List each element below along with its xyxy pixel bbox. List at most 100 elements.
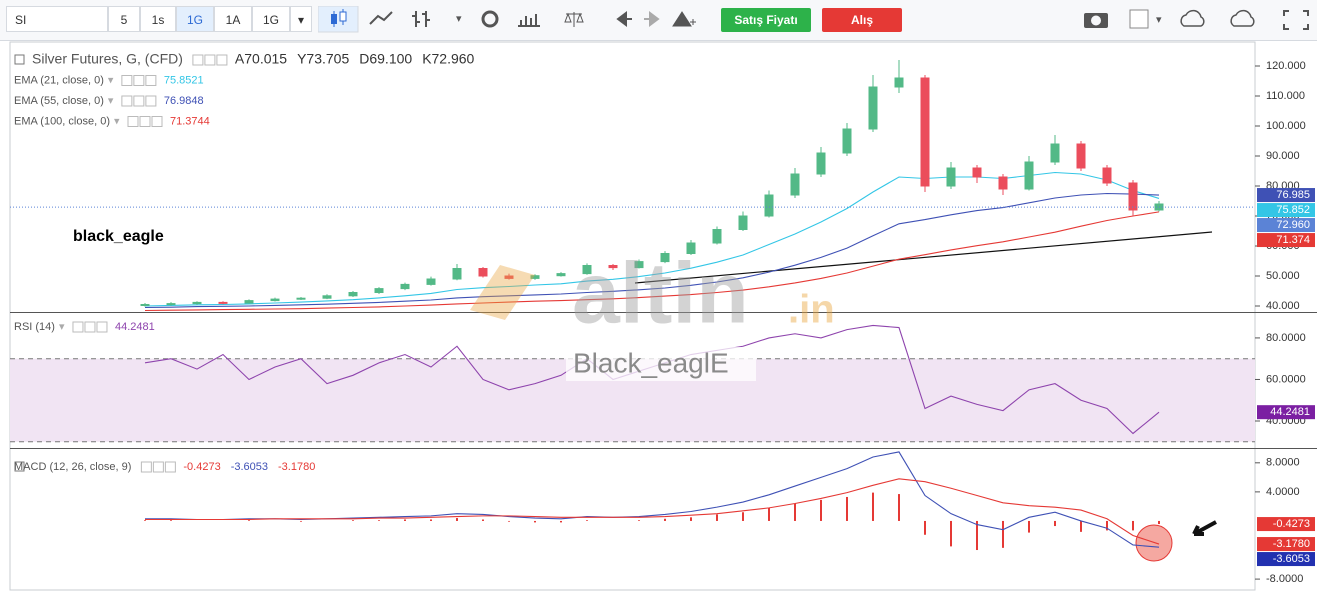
candle-body xyxy=(634,261,644,269)
candle-body xyxy=(894,77,904,88)
toolbar-icons: ▾ xyxy=(318,6,696,33)
legend-name: RSI (14) xyxy=(14,321,55,333)
trend-line xyxy=(634,231,1213,284)
buy-button[interactable]: Alış xyxy=(822,8,902,32)
symbol-input[interactable]: SI xyxy=(6,6,108,32)
dropdown-arrow[interactable]: ▾ xyxy=(456,13,462,25)
candle-body xyxy=(1050,143,1060,163)
candle-body xyxy=(660,253,670,263)
sell-button[interactable]: Satış Fiyatı xyxy=(721,8,811,32)
candle-body xyxy=(1076,143,1086,169)
icon-part xyxy=(1091,15,1101,26)
price-badge xyxy=(1257,233,1315,248)
line-icon[interactable] xyxy=(369,11,393,25)
candle-body xyxy=(738,215,748,230)
price-badge xyxy=(1257,405,1315,420)
candle-body xyxy=(608,265,618,269)
price-badge xyxy=(1257,537,1315,552)
price-badge-label: 72.960 xyxy=(1276,219,1310,231)
toolbar-right-icons: ▾ xyxy=(1084,9,1309,30)
candle-body xyxy=(946,167,956,187)
interval-button[interactable]: 1s xyxy=(140,6,176,32)
collapse-icon xyxy=(14,461,25,472)
legend-value: -0.4273 xyxy=(183,461,220,473)
dropdown-arrow[interactable]: ▾ xyxy=(1156,14,1162,26)
interval-button[interactable]: 1A xyxy=(214,6,252,32)
bars-icon[interactable] xyxy=(412,11,430,27)
candles-icon[interactable] xyxy=(318,6,359,33)
candle-body xyxy=(842,128,852,154)
price-badge-label: -3.1780 xyxy=(1273,538,1310,550)
price-badge xyxy=(1257,517,1315,532)
legend-icon xyxy=(192,54,204,66)
collapse-icon xyxy=(14,54,25,65)
candle-body xyxy=(166,303,176,306)
legend-value: 76.9848 xyxy=(164,95,204,107)
candle-body xyxy=(1102,167,1112,184)
candle-body xyxy=(1128,182,1138,211)
price-badge xyxy=(1257,552,1315,567)
legend-icon xyxy=(145,75,157,86)
save-icon[interactable] xyxy=(1230,9,1255,27)
color-icon[interactable] xyxy=(1129,9,1149,29)
legend-icon xyxy=(204,54,216,66)
indicator-line xyxy=(145,478,1160,545)
legend-icon xyxy=(152,461,164,473)
fullscreen-icon[interactable] xyxy=(1283,10,1309,30)
candle-body xyxy=(140,304,150,306)
icon-part xyxy=(331,14,337,24)
icon-part xyxy=(339,11,347,22)
candle-body xyxy=(374,288,384,294)
undo-icon[interactable] xyxy=(616,11,632,27)
candle-body xyxy=(322,295,332,299)
price-badge-label: 44.2481 xyxy=(1270,406,1310,418)
symbol-title: Silver Futures, G, (CFD) xyxy=(32,51,183,67)
indicator-line xyxy=(144,171,1160,307)
legend-value: -3.1780 xyxy=(278,461,315,473)
candle-body xyxy=(426,278,436,285)
compare-icon[interactable] xyxy=(564,12,584,27)
indicators-icon[interactable] xyxy=(518,14,540,27)
legend-icon xyxy=(84,321,96,333)
legend-icon xyxy=(139,116,151,127)
candle-body xyxy=(192,301,202,305)
y-tick-label: 110.000 xyxy=(1266,90,1305,102)
alert-icon[interactable] xyxy=(672,11,696,27)
price-badge xyxy=(1257,203,1315,218)
redo-icon[interactable] xyxy=(644,11,660,27)
candle-body xyxy=(998,176,1008,190)
legend-arrow: ▾ xyxy=(108,95,114,107)
indicator-line xyxy=(144,211,1160,312)
legend-icon xyxy=(133,75,145,86)
band xyxy=(10,358,1255,442)
candle-body xyxy=(1024,161,1034,190)
toolbar: SI 5 1s 1G 1A 1G ▾ ▾ Satış Fiyatı Alış ▾ xyxy=(0,0,1317,41)
interval-button[interactable]: 5 xyxy=(108,6,140,32)
interval-dropdown[interactable]: ▾ xyxy=(290,6,312,32)
load-icon[interactable] xyxy=(1180,9,1205,27)
settings-icon[interactable] xyxy=(481,10,499,28)
legend-icon xyxy=(133,95,145,107)
price-badge xyxy=(1257,218,1315,233)
legend-icon xyxy=(216,54,228,66)
legend-arrow: ▾ xyxy=(59,321,65,333)
y-tick-label: 60.0000 xyxy=(1266,373,1306,385)
legend-value: 44.2481 xyxy=(115,321,155,333)
price-badge-label: -0.4273 xyxy=(1273,518,1310,530)
y-tick-label: 80.0000 xyxy=(1266,332,1306,344)
y-tick-label: -8.0000 xyxy=(1266,573,1303,585)
candle-body xyxy=(556,273,566,277)
candle-body xyxy=(920,77,930,187)
candle-body xyxy=(478,268,488,277)
legend-name: EMA (21, close, 0) xyxy=(14,74,104,86)
candle-body xyxy=(790,173,800,196)
candle-body xyxy=(218,301,228,304)
indicator-line xyxy=(144,192,1160,309)
interval-button[interactable]: 1G xyxy=(252,6,290,32)
ohlc-value: K72.960 xyxy=(422,51,474,67)
legend-icon xyxy=(164,461,176,473)
interval-button[interactable]: 1G xyxy=(176,6,214,32)
legend-value: 75.8521 xyxy=(164,74,204,86)
price-badge-label: 75.852 xyxy=(1276,204,1310,216)
